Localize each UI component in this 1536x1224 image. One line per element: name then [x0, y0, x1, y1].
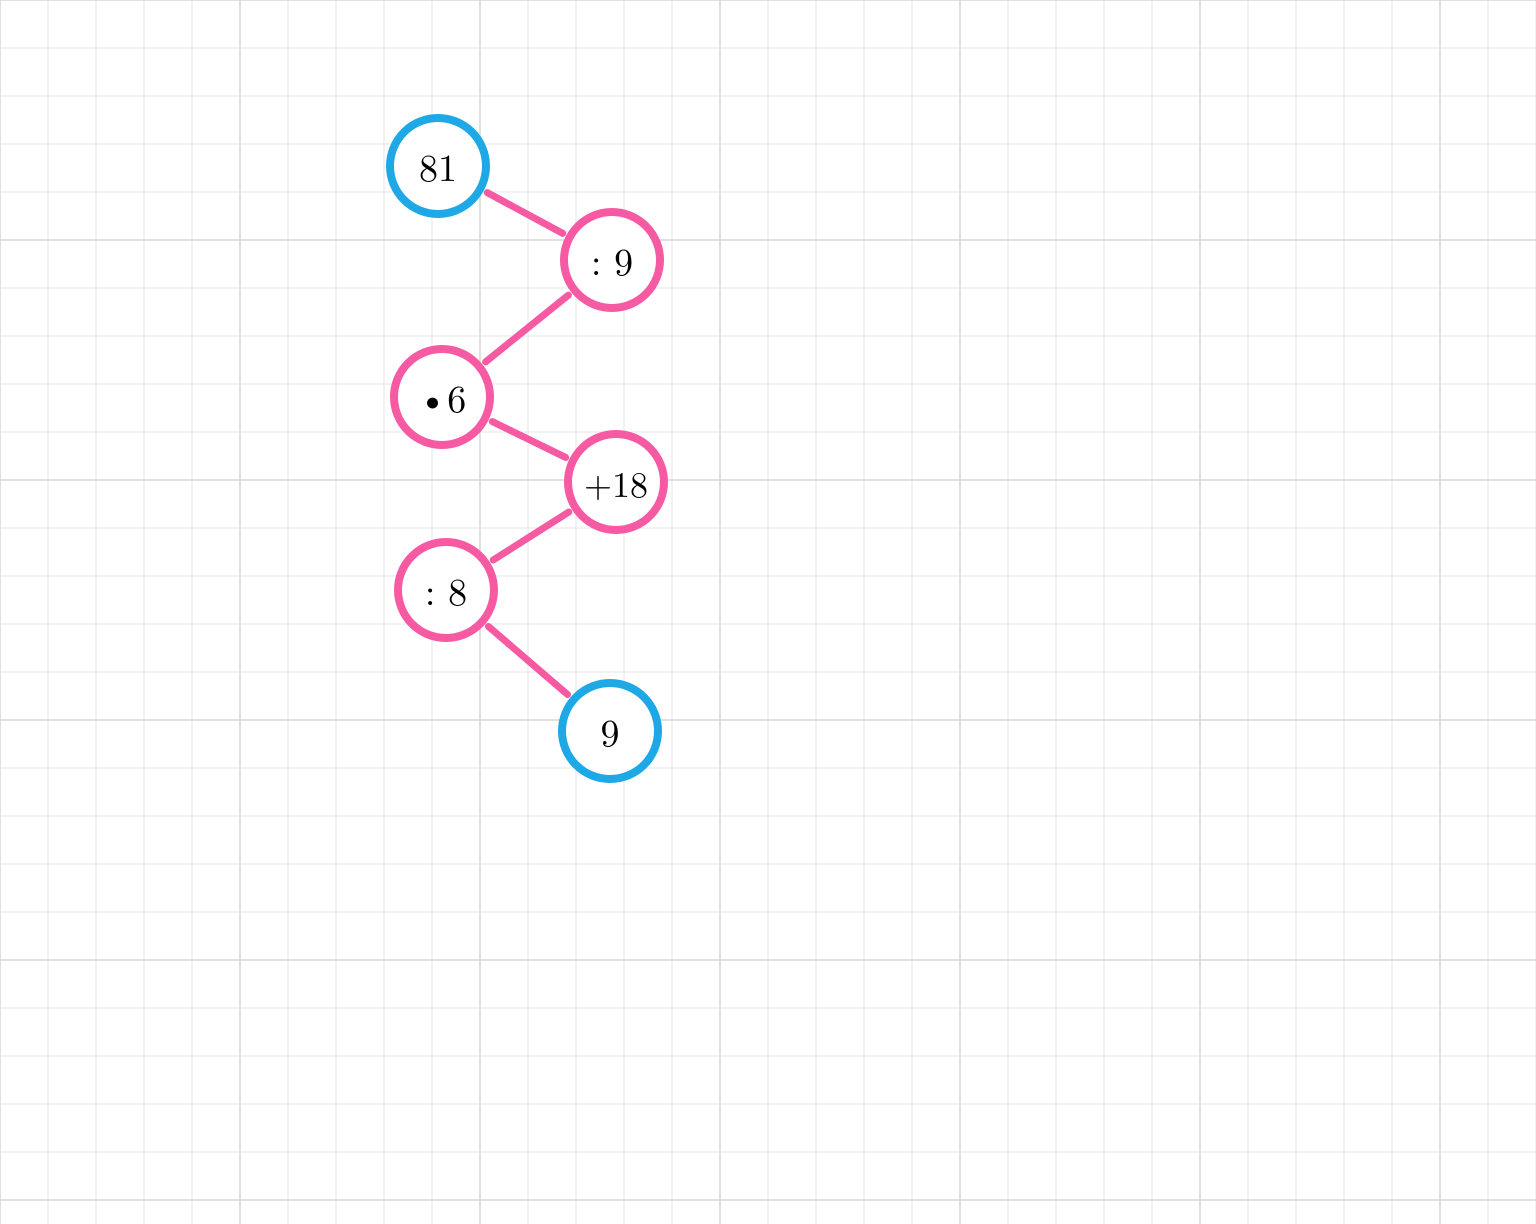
edge: [488, 627, 567, 695]
diagram-node: : 9: [560, 208, 664, 312]
diagram-node: •6: [390, 345, 494, 449]
diagram-node: 9: [558, 679, 662, 783]
edge: [487, 193, 562, 234]
diagram-node: : 8: [394, 538, 498, 642]
diagram-node: +18: [564, 430, 668, 534]
node-label: 81: [419, 139, 457, 193]
edges-layer: [0, 0, 1536, 1224]
node-label: 9: [600, 704, 619, 758]
node-label: •6: [418, 370, 467, 424]
node-label: : 8: [425, 563, 467, 617]
edge: [493, 512, 568, 560]
edge: [492, 422, 565, 458]
node-label: +18: [584, 457, 648, 508]
diagram-node: 81: [386, 114, 490, 218]
edge: [486, 295, 569, 362]
node-label: : 9: [591, 233, 633, 287]
diagram-canvas: 81 : 9 •6 +18 : 8 9: [0, 0, 1536, 1224]
